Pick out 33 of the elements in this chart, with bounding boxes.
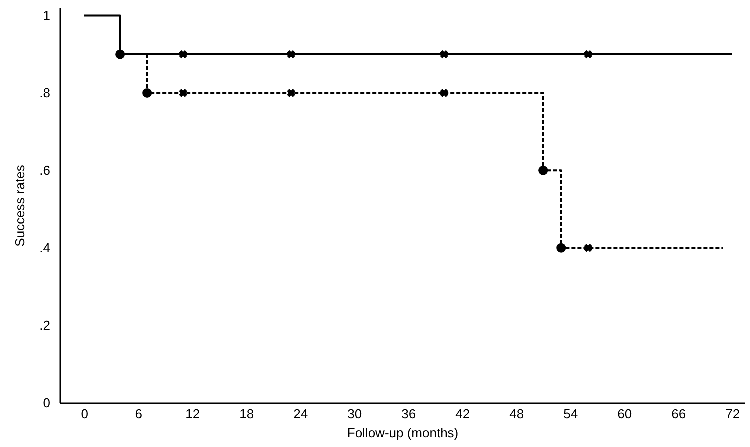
x-tick-label: 72 — [726, 406, 740, 422]
point — [179, 89, 188, 98]
point — [116, 50, 126, 60]
x-tick-label: 30 — [348, 406, 362, 422]
x-tick-label: 48 — [510, 406, 524, 422]
point — [584, 244, 593, 252]
x-tick-label: 18 — [240, 406, 254, 422]
point — [584, 50, 593, 59]
x-axis-title: Follow-up (months) — [347, 426, 459, 440]
point — [142, 88, 152, 98]
point — [440, 50, 448, 59]
x-tick-label: 60 — [618, 406, 632, 422]
y-axis-title: Success rates — [12, 164, 28, 247]
x-tick-label: 6 — [135, 406, 142, 422]
y-tick-label: .2 — [40, 318, 50, 334]
y-tick-label: .6 — [40, 163, 50, 178]
point — [179, 50, 188, 59]
point — [538, 166, 548, 176]
y-tick-label: .8 — [40, 86, 50, 101]
y-tick-label: 1 — [43, 8, 50, 24]
x-tick-label: 42 — [456, 406, 470, 422]
x-tick-label: 54 — [564, 406, 578, 422]
point — [556, 243, 566, 253]
x-tick-label: 24 — [294, 406, 308, 422]
x-tick-label: 0 — [81, 406, 88, 422]
point — [440, 89, 448, 98]
x-tick-label: 12 — [186, 406, 200, 422]
point — [287, 89, 296, 98]
y-tick-label: .4 — [40, 240, 50, 256]
x-tick-label: 66 — [672, 406, 686, 422]
point — [287, 50, 296, 59]
x-tick-label: 36 — [402, 406, 416, 422]
y-tick-label: 0 — [43, 396, 50, 410]
